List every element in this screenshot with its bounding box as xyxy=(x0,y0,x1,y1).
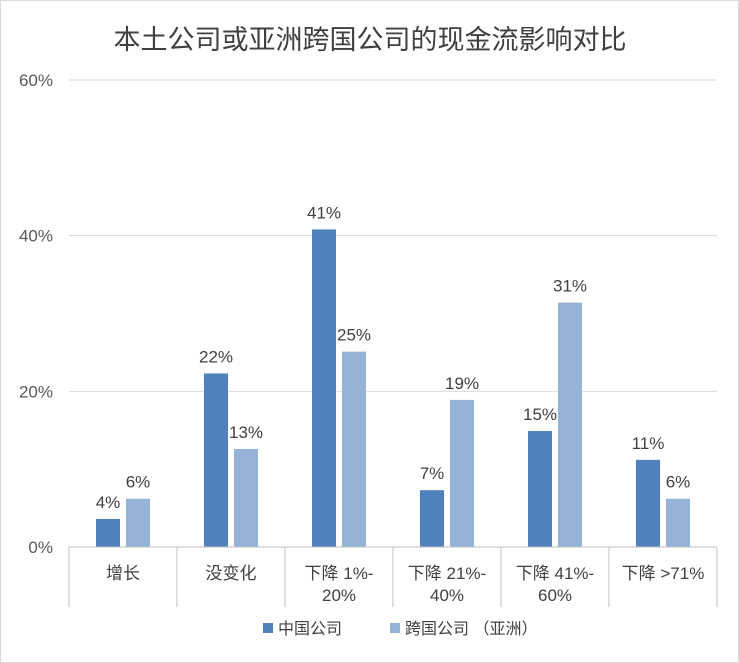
x-tick-label: 40% xyxy=(430,586,464,605)
data-label: 6% xyxy=(126,473,151,492)
x-tick-label: 增长 xyxy=(106,564,140,583)
bars xyxy=(96,229,690,547)
bar xyxy=(558,302,582,547)
legend: 中国公司 跨国公司 （亚洲） xyxy=(263,620,537,638)
data-label: 11% xyxy=(632,434,665,453)
bar xyxy=(204,373,228,547)
x-tick-label: 下降 41%- xyxy=(516,564,594,583)
data-label: 15% xyxy=(523,405,557,424)
bar xyxy=(312,229,336,547)
data-label: 6% xyxy=(666,473,691,492)
x-tick-label: 没变化 xyxy=(206,564,257,583)
x-axis: 增长 没变化 下降 1%- 20% 下降 21%- 40% 下降 41%- 60% 下降 >71… xyxy=(68,546,718,607)
legend-label: 跨国公司 （亚洲） xyxy=(405,620,537,638)
x-tick-label: 20% xyxy=(322,586,356,605)
bar xyxy=(450,399,474,547)
x-tick-label: 下降 >71% xyxy=(622,564,705,583)
y-axis-ticks: 0% 20% 40% 60% xyxy=(19,71,53,557)
y-tick-label: 60% xyxy=(19,71,53,90)
y-tick-label: 20% xyxy=(19,382,53,401)
bar xyxy=(420,490,444,547)
data-labels: 4% 6% 22% 13% 41% 25% 7% 19% 15% 31% 11% 6% xyxy=(96,203,691,512)
chart-title: 本土公司或亚洲跨国公司的现金流影响对比 xyxy=(114,25,627,55)
bar xyxy=(96,518,120,547)
bar xyxy=(234,448,258,547)
y-tick-label: 0% xyxy=(28,538,53,557)
legend-label: 中国公司 xyxy=(278,620,342,638)
legend-swatch xyxy=(263,623,273,633)
bar xyxy=(528,431,552,547)
data-label: 22% xyxy=(199,347,233,366)
bar xyxy=(636,459,660,547)
gridlines xyxy=(69,79,717,392)
data-label: 13% xyxy=(229,423,263,442)
bar xyxy=(126,498,150,547)
x-tick-label: 下降 1%- xyxy=(305,564,374,583)
data-label: 7% xyxy=(420,464,445,483)
y-tick-label: 40% xyxy=(19,227,53,246)
data-label: 25% xyxy=(337,326,371,345)
x-tick-label: 60% xyxy=(538,586,572,605)
x-tick-label: 下降 21%- xyxy=(408,564,486,583)
bar xyxy=(666,498,690,547)
bar xyxy=(342,351,366,547)
legend-swatch xyxy=(390,623,401,633)
data-label: 19% xyxy=(445,374,479,393)
data-label: 4% xyxy=(96,493,121,512)
data-label: 31% xyxy=(553,277,587,296)
data-label: 41% xyxy=(307,203,341,222)
